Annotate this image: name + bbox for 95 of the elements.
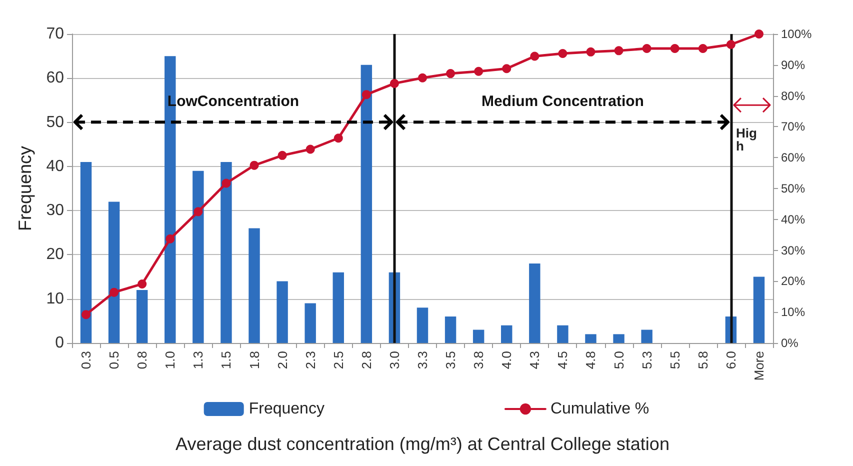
- x-tick-label: 0.5: [106, 351, 122, 370]
- bar: [192, 170, 204, 343]
- x-axis-title: Average dust concentration (mg/m³) at Central College station: [176, 434, 670, 454]
- x-tick-label: 4.3: [527, 351, 542, 370]
- point: [166, 234, 175, 244]
- y-axis-title: Frequency: [15, 146, 35, 232]
- point: [670, 44, 680, 54]
- x-tick-label: 5.3: [639, 351, 654, 370]
- y2-tick-label: 30%: [781, 243, 806, 258]
- bar: [248, 228, 260, 343]
- y2-tick-label: 0%: [781, 336, 799, 350]
- point: [418, 73, 427, 82]
- point: [586, 47, 596, 56]
- y2-tick-label: 40%: [781, 212, 806, 226]
- point: [334, 134, 343, 143]
- x-tick-label: 2.3: [302, 351, 318, 370]
- x-tick-label: 0.8: [134, 351, 150, 370]
- x-tick-label: 6.0: [723, 351, 738, 370]
- annotation: Medium Concentration: [481, 93, 644, 110]
- point: [558, 48, 568, 58]
- point: [474, 66, 484, 76]
- bar: [80, 162, 92, 343]
- point: [306, 144, 315, 154]
- point: [194, 207, 203, 216]
- y-tick-label: 20: [46, 246, 64, 264]
- point: [250, 160, 259, 170]
- point: [642, 44, 652, 54]
- bar: [753, 276, 765, 343]
- legend-label: Cumulative %: [550, 400, 650, 418]
- bar: [416, 308, 428, 343]
- y2-tick-label: 100%: [781, 27, 812, 41]
- x-tick-label: 3.0: [386, 351, 402, 370]
- y2-tick-label: 50%: [781, 182, 806, 196]
- point: [446, 69, 456, 78]
- bar: [529, 264, 540, 343]
- y2-tick-label: 10%: [781, 305, 806, 320]
- y-tick-label: 50: [46, 114, 64, 131]
- x-tick-label: More: [751, 351, 766, 381]
- y-tick-label: 10: [46, 290, 64, 308]
- x-tick-label: 5.5: [667, 351, 682, 370]
- y-tick-label: 40: [46, 158, 64, 175]
- y-tick-label: 30: [46, 202, 64, 220]
- point: [278, 150, 287, 160]
- bar: [360, 64, 372, 343]
- point: [138, 279, 147, 288]
- legend-label: Frequency: [248, 400, 324, 418]
- point: [726, 40, 736, 50]
- point: [754, 30, 764, 38]
- bar: [136, 290, 148, 343]
- bar: [304, 303, 316, 343]
- x-tick-label: 5.8: [695, 351, 710, 370]
- bar: [276, 281, 288, 343]
- bar: [557, 325, 568, 343]
- y2-tick-label: 20%: [781, 274, 806, 288]
- x-tick-label: 0.3: [78, 351, 94, 370]
- x-tick-label: 2.5: [330, 351, 346, 370]
- x-tick-label: 2.8: [358, 351, 374, 370]
- x-tick-label: 3.5: [443, 351, 458, 370]
- x-tick-label: 1.8: [246, 351, 262, 370]
- y-tick-label: 70: [46, 26, 64, 42]
- x-tick-label: 1.3: [190, 351, 206, 370]
- bar: [641, 330, 652, 343]
- y-tick-label: 60: [46, 70, 64, 87]
- point: [362, 90, 371, 100]
- point: [614, 46, 624, 56]
- point: [698, 44, 708, 54]
- point: [110, 288, 119, 297]
- bar: [585, 334, 596, 343]
- x-tick-label: 1.0: [162, 351, 178, 370]
- y2-tick-label: 70%: [781, 120, 806, 134]
- x-tick-label: 4.5: [555, 351, 570, 370]
- annotation: High: [736, 126, 757, 154]
- y2-tick-label: 80%: [781, 88, 806, 103]
- point: [502, 64, 512, 74]
- y2-tick-label: 60%: [781, 150, 806, 165]
- bar: [220, 162, 232, 343]
- x-tick-label: 2.0: [274, 351, 290, 370]
- y-tick-label: 0: [55, 334, 64, 352]
- bar: [472, 330, 484, 343]
- point: [82, 310, 91, 320]
- x-tick-label: 3.8: [471, 351, 486, 370]
- point: [222, 178, 231, 188]
- x-tick-label: 4.0: [499, 351, 514, 370]
- x-tick-label: 3.3: [415, 351, 430, 370]
- bar: [108, 202, 120, 343]
- bar: [332, 272, 344, 343]
- bar: [444, 316, 456, 343]
- point: [390, 78, 399, 88]
- point: [530, 52, 540, 61]
- x-tick-label: 1.5: [218, 351, 234, 370]
- y2-tick-label: 90%: [781, 58, 806, 72]
- bar: [613, 334, 624, 343]
- x-tick-label: 4.8: [583, 351, 598, 370]
- x-tick-label: 5.0: [611, 351, 626, 370]
- bar: [501, 325, 512, 343]
